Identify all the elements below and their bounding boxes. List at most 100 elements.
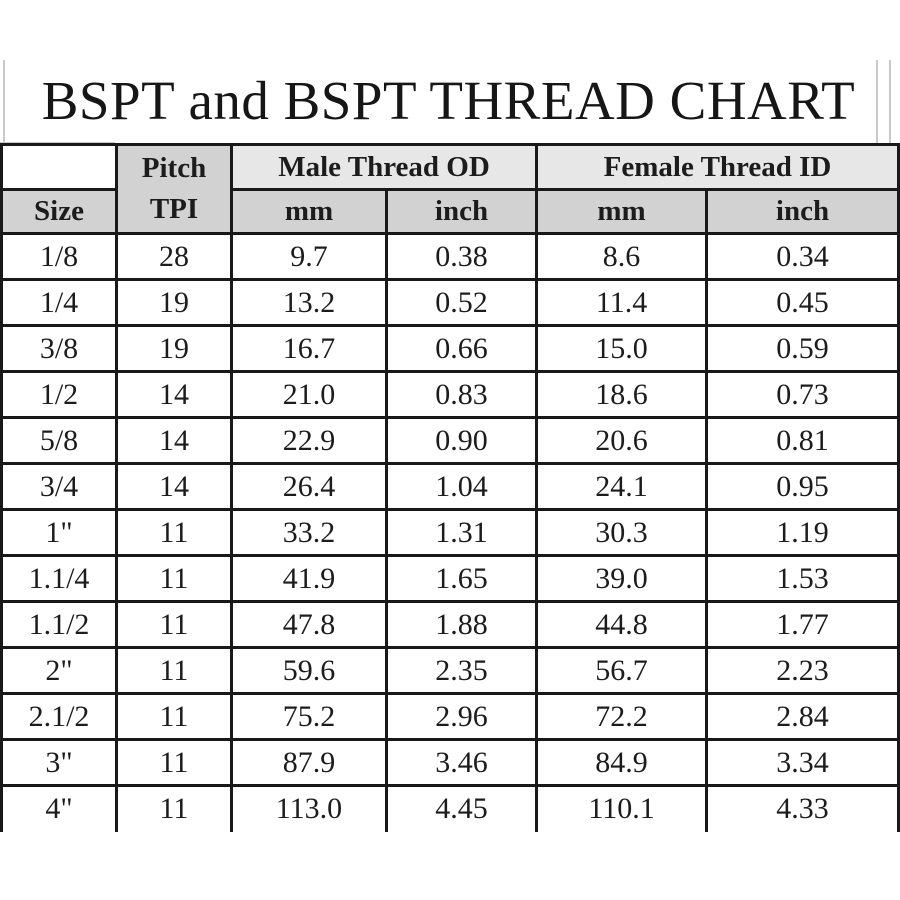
cell-tpi: 19 xyxy=(115,324,233,373)
header-female-inch: inch xyxy=(705,188,900,235)
cell-size: 3/4 xyxy=(0,462,118,511)
table-row: 5/8 14 22.9 0.90 20.6 0.81 xyxy=(0,416,900,465)
cell-female-inch: 0.81 xyxy=(705,416,900,465)
cell-male-mm: 16.7 xyxy=(230,324,388,373)
cell-female-inch: 4.33 xyxy=(705,784,900,832)
cell-male-mm: 33.2 xyxy=(230,508,388,557)
header-tpi-label: TPI xyxy=(149,193,199,225)
cell-female-inch: 1.77 xyxy=(705,600,900,649)
cell-male-inch: 1.04 xyxy=(384,462,539,511)
cell-female-mm: 39.0 xyxy=(535,554,709,603)
cell-female-inch: 0.73 xyxy=(705,370,900,419)
cell-male-inch: 2.35 xyxy=(384,646,539,695)
cell-male-mm: 59.6 xyxy=(230,646,388,695)
cell-tpi: 28 xyxy=(115,232,233,281)
cell-female-inch: 1.19 xyxy=(705,508,900,557)
cell-size: 4" xyxy=(0,784,118,832)
cell-female-inch: 1.53 xyxy=(705,554,900,603)
cell-female-mm: 8.6 xyxy=(535,232,709,281)
cell-male-mm: 87.9 xyxy=(230,738,388,787)
cell-male-mm: 26.4 xyxy=(230,462,388,511)
cell-male-inch: 1.31 xyxy=(384,508,539,557)
table-row: 3" 11 87.9 3.46 84.9 3.34 xyxy=(0,738,900,787)
cell-female-mm: 20.6 xyxy=(535,416,709,465)
cell-size: 1/2 xyxy=(0,370,118,419)
cell-size: 1/8 xyxy=(0,232,118,281)
cell-female-inch: 0.95 xyxy=(705,462,900,511)
cell-tpi: 11 xyxy=(115,646,233,695)
cell-tpi: 11 xyxy=(115,738,233,787)
header-male-mm: mm xyxy=(230,188,388,235)
cell-tpi: 11 xyxy=(115,692,233,741)
header-male-thread-od: Male Thread OD xyxy=(229,143,539,191)
cell-male-inch: 0.38 xyxy=(384,232,539,281)
cell-tpi: 14 xyxy=(115,462,233,511)
header-pitch-tpi: Pitch TPI xyxy=(115,143,233,235)
cell-female-mm: 110.1 xyxy=(535,784,709,832)
cell-female-mm: 15.0 xyxy=(535,324,709,373)
table-row: 1/4 19 13.2 0.52 11.4 0.45 xyxy=(0,278,900,327)
table-row: 3/8 19 16.7 0.66 15.0 0.59 xyxy=(0,324,900,373)
cell-size: 3" xyxy=(0,738,118,787)
cell-male-mm: 47.8 xyxy=(230,600,388,649)
cell-tpi: 11 xyxy=(115,600,233,649)
cell-size: 1" xyxy=(0,508,118,557)
header-female-mm: mm xyxy=(535,188,709,235)
cell-male-inch: 4.45 xyxy=(384,784,539,832)
cell-size: 5/8 xyxy=(0,416,118,465)
cell-size: 1.1/4 xyxy=(0,554,118,603)
table-row: 1.1/4 11 41.9 1.65 39.0 1.53 xyxy=(0,554,900,603)
header-row-units: Size mm inch mm inch xyxy=(0,188,900,235)
cell-tpi: 14 xyxy=(115,370,233,419)
table-row: 4" 11 113.0 4.45 110.1 4.33 xyxy=(0,784,900,832)
cell-male-inch: 1.65 xyxy=(384,554,539,603)
cell-female-mm: 72.2 xyxy=(535,692,709,741)
page-title: BSPT and BSPT THREAD CHART xyxy=(41,70,856,131)
cell-male-inch: 1.88 xyxy=(384,600,539,649)
cell-female-inch: 0.34 xyxy=(705,232,900,281)
thread-chart-table: Pitch TPI Male Thread OD Female Thread I… xyxy=(0,143,900,832)
cell-female-inch: 2.23 xyxy=(705,646,900,695)
cell-female-mm: 56.7 xyxy=(535,646,709,695)
table-row: 2.1/2 11 75.2 2.96 72.2 2.84 xyxy=(0,692,900,741)
cell-female-inch: 0.45 xyxy=(705,278,900,327)
cell-size: 2.1/2 xyxy=(0,692,118,741)
cell-male-mm: 75.2 xyxy=(230,692,388,741)
cell-female-mm: 11.4 xyxy=(535,278,709,327)
table-row: 1" 11 33.2 1.31 30.3 1.19 xyxy=(0,508,900,557)
table-row: 1.1/2 11 47.8 1.88 44.8 1.77 xyxy=(0,600,900,649)
cell-size: 1/4 xyxy=(0,278,118,327)
cell-male-inch: 3.46 xyxy=(384,738,539,787)
header-male-inch: inch xyxy=(384,188,539,235)
cell-male-mm: 21.0 xyxy=(230,370,388,419)
table-row: 1/8 28 9.7 0.38 8.6 0.34 xyxy=(0,232,900,281)
cell-male-inch: 0.66 xyxy=(384,324,539,373)
header-pitch-label: Pitch xyxy=(141,152,207,184)
cell-size: 1.1/2 xyxy=(0,600,118,649)
cell-tpi: 11 xyxy=(115,508,233,557)
cell-female-mm: 30.3 xyxy=(535,508,709,557)
cell-male-inch: 0.90 xyxy=(384,416,539,465)
cell-size: 3/8 xyxy=(0,324,118,373)
cell-male-mm: 13.2 xyxy=(230,278,388,327)
frame-line-left xyxy=(3,60,5,188)
cell-female-mm: 24.1 xyxy=(535,462,709,511)
frame-line-right-1 xyxy=(876,60,878,143)
header-size: Size xyxy=(0,188,118,235)
frame-line-right-2 xyxy=(889,60,891,143)
header-row-groups: Pitch TPI Male Thread OD Female Thread I… xyxy=(0,143,900,235)
cell-tpi: 11 xyxy=(115,784,233,832)
cell-male-mm: 9.7 xyxy=(230,232,388,281)
cell-male-inch: 0.83 xyxy=(384,370,539,419)
cell-size: 2" xyxy=(0,646,118,695)
cell-male-inch: 0.52 xyxy=(384,278,539,327)
cell-tpi: 11 xyxy=(115,554,233,603)
cell-male-mm: 22.9 xyxy=(230,416,388,465)
table-row: 2" 11 59.6 2.35 56.7 2.23 xyxy=(0,646,900,695)
cell-female-mm: 44.8 xyxy=(535,600,709,649)
title-bar: BSPT and BSPT THREAD CHART xyxy=(0,58,897,143)
cell-female-inch: 3.34 xyxy=(705,738,900,787)
cell-male-inch: 2.96 xyxy=(384,692,539,741)
empty-corner-cell xyxy=(0,143,118,191)
